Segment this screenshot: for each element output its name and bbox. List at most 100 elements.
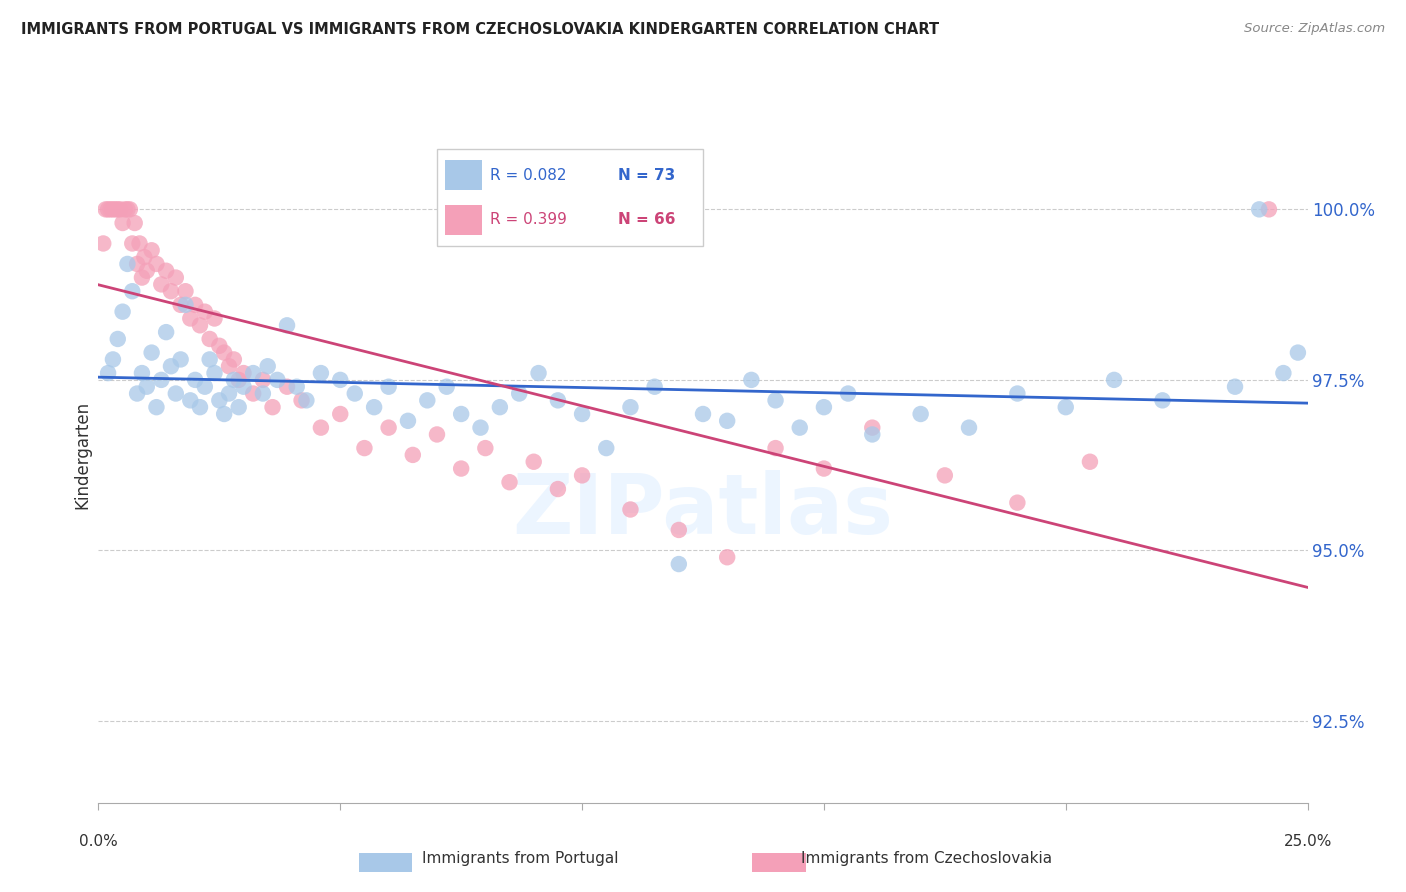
- Point: [145, 257, 167, 271]
- Point: [813, 461, 835, 475]
- Text: Immigrants from Czechoslovakia: Immigrants from Czechoslovakia: [801, 851, 1053, 865]
- Point: [837, 386, 859, 401]
- Point: [100, 202, 122, 217]
- Point: [957, 420, 980, 434]
- Point: [232, 366, 254, 380]
- Point: [107, 202, 129, 217]
- Point: [571, 468, 593, 483]
- Point: [228, 400, 250, 414]
- Point: [134, 250, 156, 264]
- Point: [174, 284, 197, 298]
- Point: [285, 380, 308, 394]
- Point: [1152, 393, 1174, 408]
- Point: [668, 557, 690, 571]
- Point: [212, 407, 235, 421]
- Point: [765, 393, 787, 408]
- Point: [1223, 380, 1246, 394]
- Point: [179, 311, 201, 326]
- Point: [547, 482, 569, 496]
- Point: [101, 202, 124, 217]
- Point: [474, 441, 496, 455]
- Point: [377, 420, 399, 434]
- Text: 25.0%: 25.0%: [1284, 834, 1331, 849]
- Point: [1257, 202, 1279, 217]
- Point: [155, 325, 177, 339]
- Text: R = 0.082: R = 0.082: [491, 168, 567, 183]
- Point: [131, 366, 153, 380]
- Point: [860, 427, 883, 442]
- Point: [256, 359, 278, 374]
- Point: [489, 400, 512, 414]
- Point: [527, 366, 550, 380]
- Point: [363, 400, 385, 414]
- Point: [789, 420, 811, 434]
- Point: [198, 332, 221, 346]
- Point: [135, 264, 157, 278]
- Point: [169, 352, 191, 367]
- Point: [276, 380, 298, 394]
- Text: N = 73: N = 73: [617, 168, 675, 183]
- Point: [204, 311, 226, 326]
- Point: [716, 414, 738, 428]
- Point: [228, 373, 250, 387]
- Point: [547, 393, 569, 408]
- Point: [118, 202, 141, 217]
- Point: [436, 380, 458, 394]
- Point: [218, 386, 240, 401]
- Point: [1007, 496, 1029, 510]
- Point: [188, 318, 211, 333]
- Point: [108, 202, 131, 217]
- Point: [208, 393, 231, 408]
- Point: [266, 373, 288, 387]
- Bar: [444, 205, 482, 235]
- Point: [150, 373, 173, 387]
- Point: [155, 264, 177, 278]
- Point: [222, 373, 245, 387]
- Point: [165, 386, 187, 401]
- Point: [194, 380, 217, 394]
- Point: [194, 304, 217, 318]
- Point: [165, 270, 187, 285]
- Point: [114, 202, 136, 217]
- Point: [426, 427, 449, 442]
- Point: [111, 216, 134, 230]
- Point: [450, 461, 472, 475]
- Point: [595, 441, 617, 455]
- Point: [179, 393, 201, 408]
- Point: [934, 468, 956, 483]
- Point: [1054, 400, 1077, 414]
- Point: [619, 502, 641, 516]
- Point: [97, 202, 120, 217]
- Point: [128, 236, 150, 251]
- Point: [127, 386, 149, 401]
- Point: [111, 304, 134, 318]
- Point: [222, 352, 245, 367]
- Point: [252, 386, 274, 401]
- Text: Source: ZipAtlas.com: Source: ZipAtlas.com: [1244, 22, 1385, 36]
- Point: [160, 284, 183, 298]
- Point: [141, 345, 163, 359]
- Point: [309, 366, 332, 380]
- Point: [218, 359, 240, 374]
- Point: [242, 366, 264, 380]
- Point: [668, 523, 690, 537]
- Point: [252, 373, 274, 387]
- Point: [121, 236, 143, 251]
- Point: [692, 407, 714, 421]
- Point: [353, 441, 375, 455]
- Text: Immigrants from Portugal: Immigrants from Portugal: [422, 851, 619, 865]
- Point: [101, 352, 124, 367]
- Point: [198, 352, 221, 367]
- Point: [450, 407, 472, 421]
- Point: [813, 400, 835, 414]
- Text: 0.0%: 0.0%: [79, 834, 118, 849]
- Y-axis label: Kindergarten: Kindergarten: [73, 401, 91, 509]
- Point: [127, 257, 149, 271]
- Point: [470, 420, 492, 434]
- Point: [1078, 455, 1101, 469]
- Point: [121, 284, 143, 298]
- Point: [619, 400, 641, 414]
- Point: [740, 373, 762, 387]
- Point: [860, 420, 883, 434]
- Point: [309, 420, 332, 434]
